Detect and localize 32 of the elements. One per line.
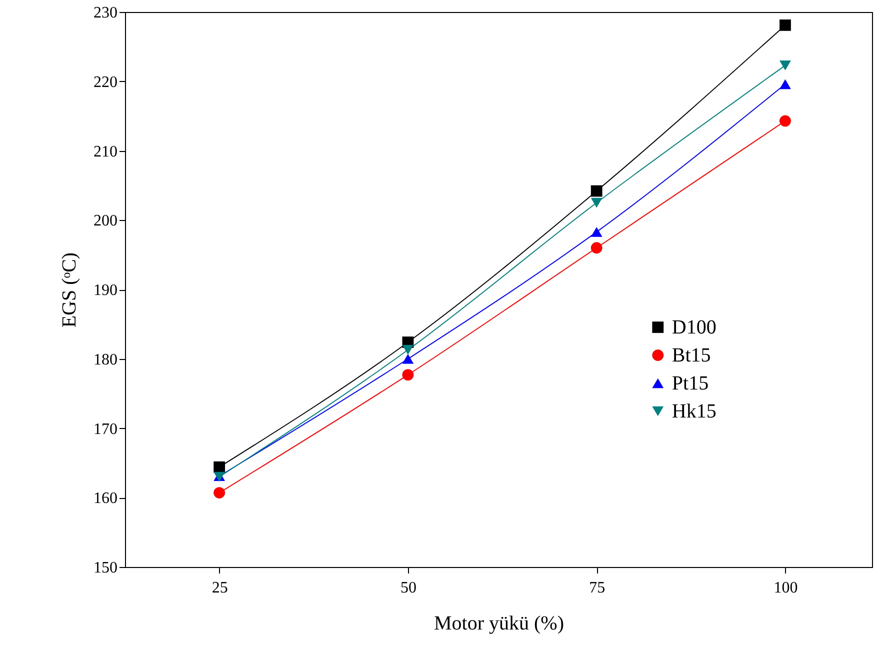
legend-label: D100 — [672, 316, 716, 338]
y-tick-label: 230 — [94, 4, 118, 22]
point — [780, 115, 791, 127]
point — [780, 79, 791, 90]
point — [590, 198, 602, 208]
point — [780, 60, 791, 70]
point — [590, 242, 602, 254]
point — [402, 369, 414, 381]
legend-label: Bt15 — [672, 344, 711, 366]
y-tick-label: 180 — [94, 351, 118, 368]
point — [402, 344, 414, 355]
x-tick-label: 75 — [589, 580, 606, 596]
point — [402, 354, 414, 364]
y-axis-title: EGS (ᵒC) — [58, 252, 80, 328]
y-tick-label: 200 — [94, 212, 118, 230]
y-tick-label: 210 — [94, 143, 118, 160]
point — [214, 487, 226, 498]
x-tick-label: 100 — [774, 580, 798, 596]
point — [590, 226, 602, 237]
point — [590, 185, 602, 197]
y-tick-label: 190 — [94, 282, 118, 299]
legend-label: Hk15 — [672, 400, 716, 422]
y-tick-label: 170 — [94, 420, 118, 438]
x-tick-label: 50 — [400, 580, 416, 596]
y-tick-label: 150 — [94, 560, 118, 576]
x-tick-label: 25 — [212, 580, 228, 596]
y-tick-label: 220 — [94, 74, 118, 91]
point — [214, 461, 226, 473]
point — [780, 19, 791, 31]
legend-label: Pt15 — [672, 372, 709, 394]
y-tick-label: 160 — [94, 490, 118, 508]
x-axis-title: Motor yükü (%) — [434, 612, 564, 634]
